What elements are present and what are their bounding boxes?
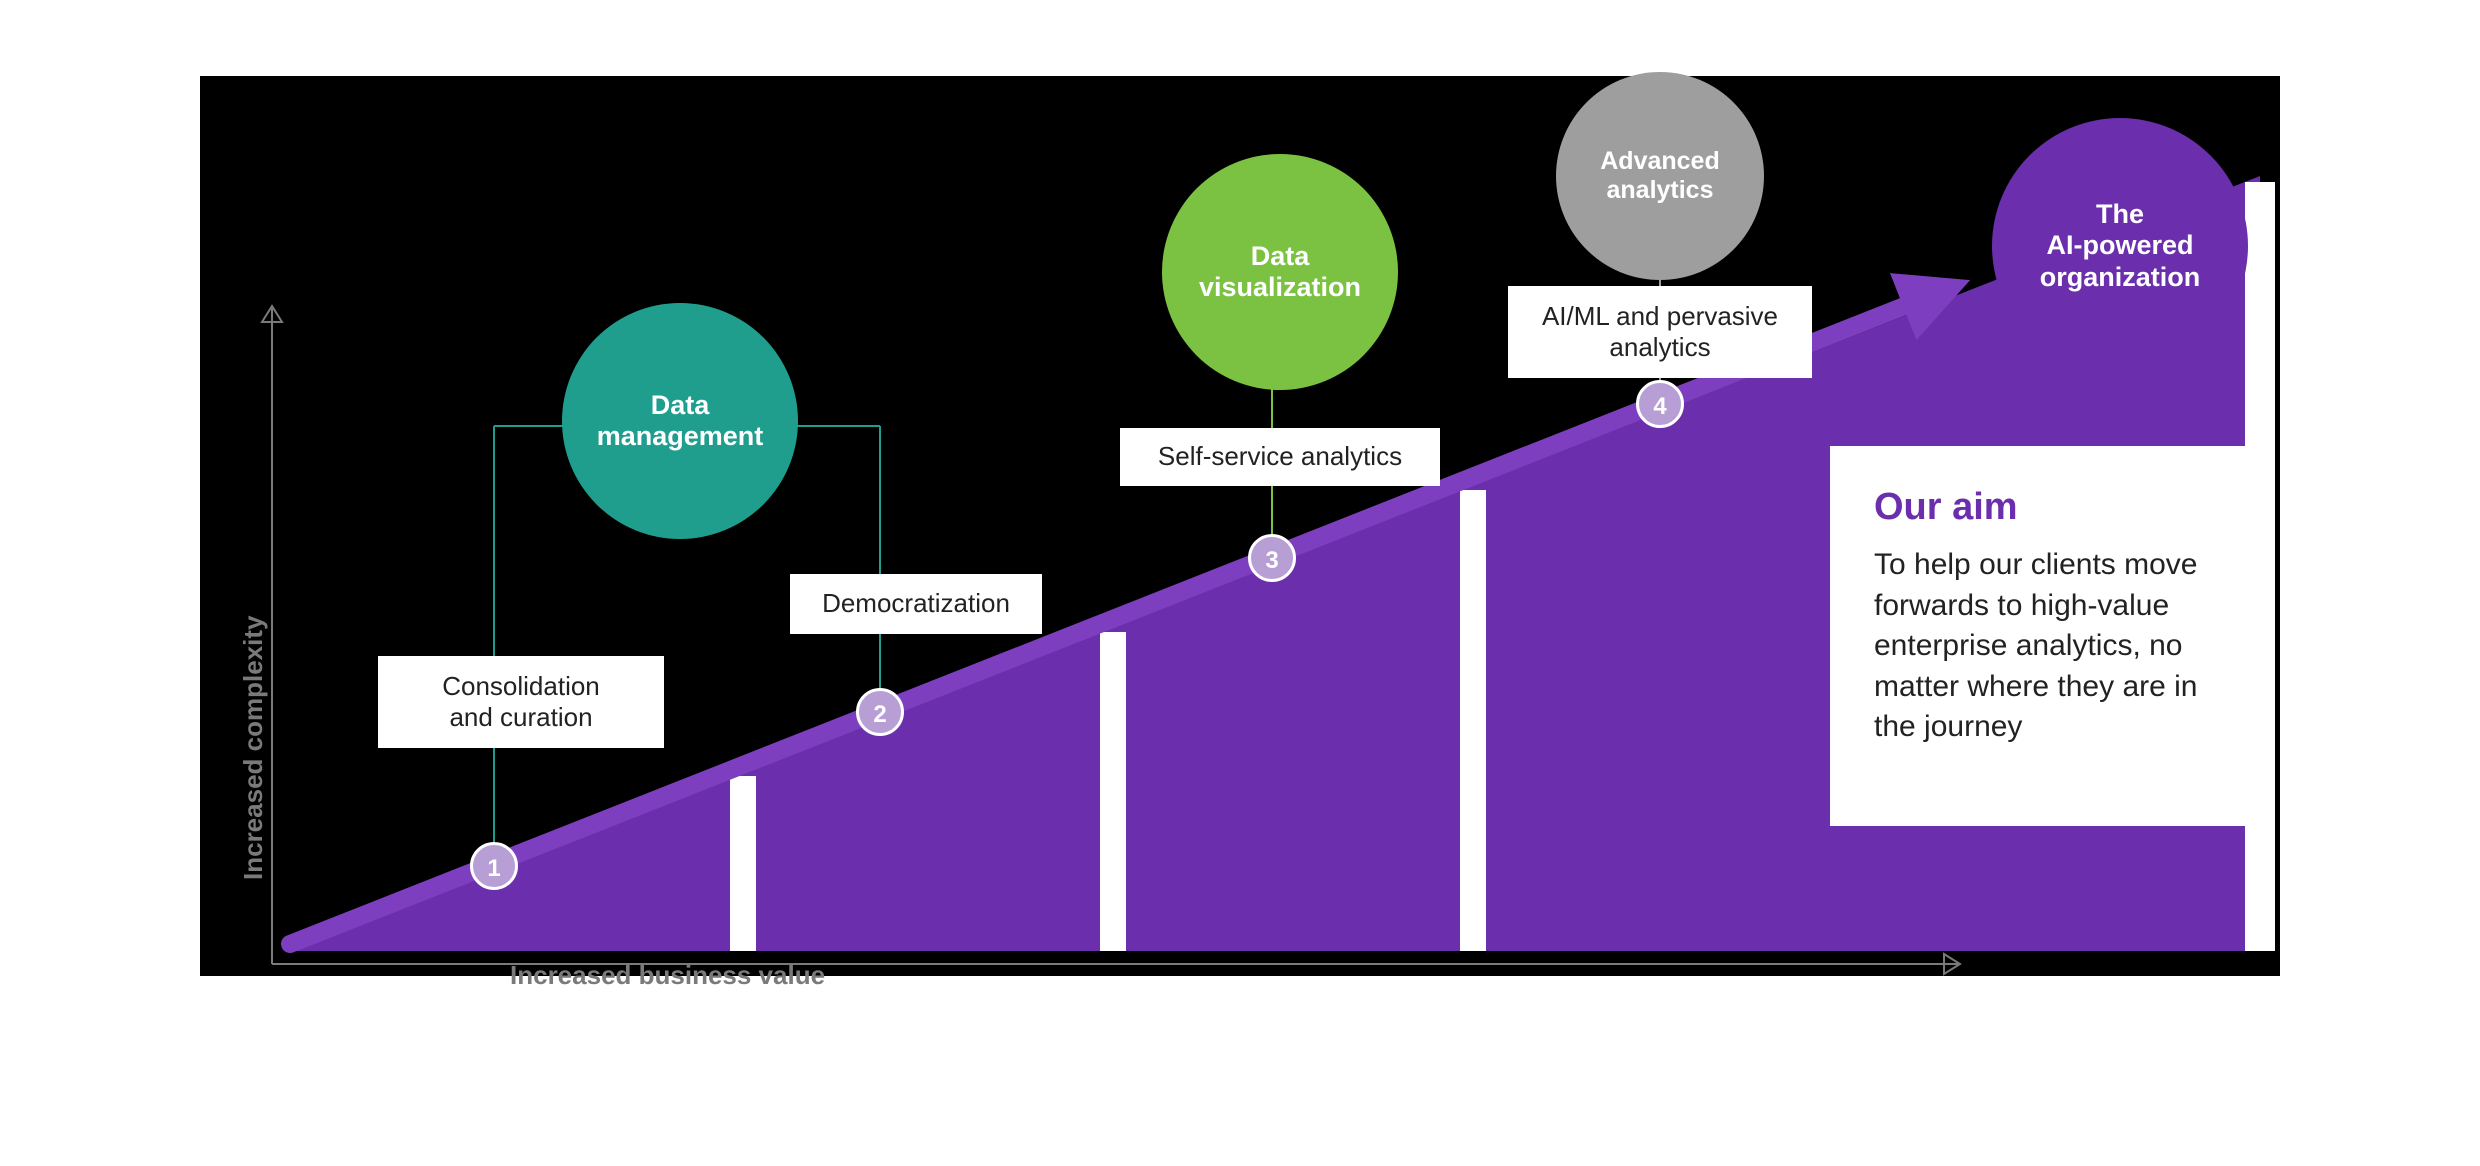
aim-title: Our aim [1874,486,2204,529]
bubble-data-visualization: Data visualization [1162,154,1398,390]
stage-box-consolidation: Consolidation and curation [378,656,664,748]
stage-marker-1: 1 [470,842,518,890]
bubble-label: Advanced analytics [1600,147,1719,205]
stage-box-democratization: Democratization [790,574,1042,634]
y-axis-label: Increased complexity [238,616,269,880]
diagram-html-layer: 1 2 3 4 Consolidation and curation Democratiz… [200,76,2280,976]
aim-text: To help our clients move forwards to hig… [1874,545,2204,748]
x-axis-label: Increased business value [510,960,825,991]
stage-marker-4: 4 [1636,380,1684,428]
stage-box-ai-ml: AI/ML and pervasive analytics [1508,286,1812,378]
bubble-label: Data management [597,390,764,452]
diagram-canvas: 1 2 3 4 Consolidation and curation Democratiz… [200,76,2280,976]
bubble-label: The AI-powered organization [2040,199,2201,292]
diagram-stage: 1 2 3 4 Consolidation and curation Democratiz… [0,0,2480,1166]
stage-marker-3: 3 [1248,534,1296,582]
stage-marker-2: 2 [856,688,904,736]
bubble-label: Data visualization [1199,241,1361,303]
bubble-advanced-analytics: Advanced analytics [1556,72,1764,280]
stage-box-self-service: Self-service analytics [1120,428,1440,486]
bubble-data-management: Data management [562,303,798,539]
bubble-ai-powered-org: The AI-powered organization [1992,118,2248,374]
aim-box: Our aim To help our clients move forwards… [1830,446,2248,826]
